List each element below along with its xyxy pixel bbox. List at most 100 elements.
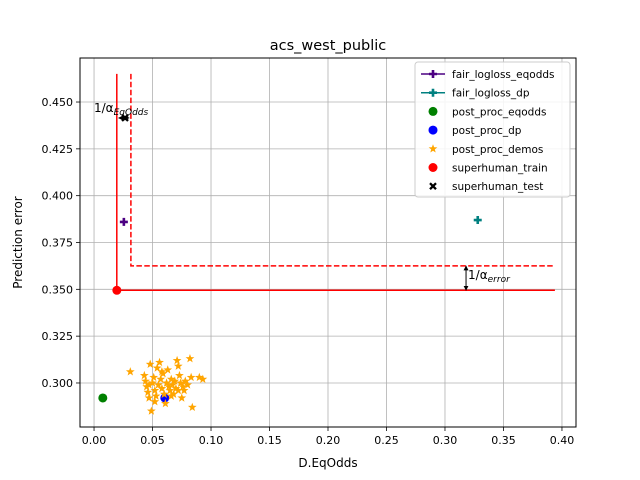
post_proc_demos-point	[175, 370, 184, 380]
x-tick-label: 0.40	[550, 434, 575, 447]
post_proc_demos-point	[187, 402, 197, 412]
post_proc_demos-point	[152, 363, 162, 372]
y-axis-label: Prediction error	[11, 196, 25, 289]
post_proc_demos-point	[180, 376, 190, 385]
post_proc_demos-point	[148, 378, 157, 387]
post_proc_demos-point	[154, 380, 163, 389]
post_proc_demos-point	[185, 354, 195, 363]
legend-marker	[428, 163, 438, 172]
legend-marker	[428, 106, 438, 116]
post_proc_demos-point	[150, 397, 160, 406]
x-axis-label: D.EqOdds	[298, 456, 357, 470]
legend-item-fair_logloss_dp: fair_logloss_dp	[421, 88, 530, 100]
post_proc_demos-point	[142, 382, 152, 391]
legend-item-post_proc_demos: post_proc_demos	[428, 144, 543, 156]
legend-marker	[429, 182, 437, 191]
post_proc_demos-point	[159, 389, 169, 398]
post_proc_demos-point	[178, 382, 188, 391]
legend-item-post_proc_eqodds: post_proc_eqodds	[428, 106, 546, 118]
post_proc_demos-point	[144, 380, 154, 389]
post_proc_demos-point	[172, 355, 182, 365]
post_proc_demos-point	[125, 367, 135, 376]
superhuman_train-point	[112, 285, 122, 295]
error-gap-label-prefix: 1/α	[468, 268, 488, 282]
legend-label: post_proc_dp	[452, 125, 522, 137]
post_proc_eqodds-point	[98, 393, 108, 403]
post_proc_demos-point	[179, 385, 189, 395]
chart-title: acs_west_public	[270, 38, 387, 54]
error-gap-label-subscript: error	[488, 275, 511, 285]
y-tick-label: 0.450	[42, 96, 74, 109]
y-tick-label: 0.350	[42, 283, 74, 296]
post_proc_demos-point	[161, 398, 170, 408]
legend-marker	[428, 125, 438, 135]
post_proc_demos-point	[169, 389, 178, 398]
error-gap-label: 1/αerror	[468, 268, 511, 285]
post_proc_demos-point	[141, 376, 150, 385]
post_proc_demos-point	[176, 378, 185, 387]
post_proc_demos-point	[162, 378, 171, 387]
plot-frame	[79, 57, 577, 428]
series-post_proc_eqodds	[98, 393, 108, 403]
y-axis-ticks: 0.300 0.325 0.350 0.375 0.400 0.425 0.450	[42, 96, 80, 390]
post_proc_demos-point	[177, 393, 187, 402]
post_proc_demos-point	[149, 372, 159, 382]
x-tick-label: 0.15	[257, 434, 282, 447]
x-tick-label: 0.10	[199, 434, 224, 447]
series-superhuman_train	[112, 285, 122, 295]
test-threshold-line	[130, 73, 555, 267]
legend-item-fair_logloss_eqodds: fair_logloss_eqodds	[421, 69, 555, 81]
post_proc_demos-point	[156, 374, 166, 383]
x-tick-label: 0.35	[491, 434, 516, 447]
eqodds-gap-label: 1/αEqOdds	[94, 101, 149, 118]
y-tick-label: 0.325	[42, 330, 74, 343]
post_proc_demos-point	[155, 357, 164, 367]
legend-label: superhuman_train	[452, 163, 548, 175]
post_proc_demos-point	[170, 376, 180, 385]
legend-marker	[428, 144, 438, 153]
legend-marker	[429, 70, 437, 78]
post_proc_demos-point	[186, 372, 196, 382]
post_proc_demos-point	[157, 384, 167, 393]
legend: fair_logloss_eqodds fair_logloss_dp post_p…	[414, 61, 571, 198]
series-fair_logloss_dp	[473, 216, 482, 225]
post_proc_demos-point	[151, 391, 161, 400]
y-tick-label: 0.425	[42, 143, 74, 156]
post_proc_demos-point	[157, 367, 167, 376]
fair_logloss_eqodds-point	[119, 217, 128, 226]
annotations: 1/αEqOdds 1/αerror	[94, 101, 511, 291]
series-fair_logloss_eqodds	[119, 217, 128, 226]
post_proc_demos-point	[146, 406, 156, 415]
x-tick-label: 0.05	[140, 434, 165, 447]
post_proc_demos-point	[171, 384, 181, 393]
eqodds-gap-label-prefix: 1/α	[94, 101, 114, 115]
legend-label: superhuman_test	[452, 181, 543, 193]
post_proc_demos-point	[150, 385, 160, 395]
post_proc_demos-point	[166, 374, 176, 383]
x-tick-label: 0.25	[374, 434, 399, 447]
y-tick-label: 0.375	[42, 237, 74, 250]
post_proc_demos-point	[165, 385, 175, 395]
post_proc_demos-point	[144, 393, 154, 402]
post_proc_demos-point	[198, 374, 208, 383]
post_proc_demos-point	[194, 372, 204, 382]
fair_logloss_dp-point	[473, 216, 482, 225]
data-points	[98, 114, 482, 415]
x-axis-ticks: 0.00 0.05 0.10 0.15 0.20 0.25 0.30 0.35 0.40	[82, 427, 574, 447]
legend-label: fair_logloss_dp	[452, 88, 530, 100]
post_proc_demos-point	[183, 380, 192, 389]
post_proc_demos-point	[164, 382, 174, 391]
x-tick-label: 0.20	[316, 434, 341, 447]
legend-box	[414, 61, 571, 198]
eqodds-gap-label-subscript: EqOdds	[114, 108, 149, 118]
legend-item-post_proc_dp: post_proc_dp	[428, 125, 522, 137]
post_proc_demos-point	[139, 370, 149, 380]
post_proc_demos-point	[166, 391, 176, 400]
legend-label: post_proc_demos	[452, 144, 543, 156]
x-tick-label: 0.30	[433, 434, 458, 447]
post_proc_demos-point	[173, 361, 183, 370]
post_proc_demos-point	[173, 385, 183, 395]
series-post_proc_demos	[125, 354, 208, 415]
post_proc_demos-point	[143, 387, 153, 397]
